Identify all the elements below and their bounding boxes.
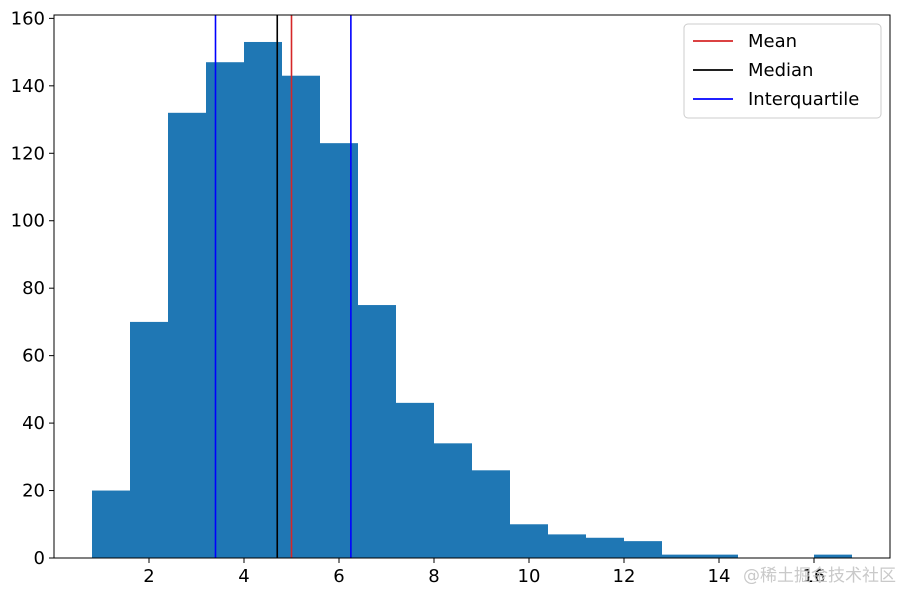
histogram-bar-15 <box>662 554 700 558</box>
histogram-bar-11 <box>510 524 548 558</box>
histogram-bar-14 <box>624 541 662 558</box>
y-tick-label: 80 <box>22 278 45 299</box>
y-tick-label: 140 <box>11 76 45 97</box>
histogram-bar-7 <box>358 305 396 558</box>
x-tick-label: 2 <box>143 566 154 587</box>
legend: Mean Median Interquartile <box>683 23 882 119</box>
x-tick-label: 14 <box>708 566 731 587</box>
legend-label-median: Median <box>748 60 813 81</box>
legend-box <box>683 23 882 119</box>
y-tick-label: 100 <box>11 211 45 232</box>
histogram-bar-6 <box>320 143 358 558</box>
histogram-bar-16 <box>700 554 738 558</box>
histogram-bar-8 <box>396 402 434 558</box>
x-tick-label: 6 <box>333 566 344 587</box>
histogram-bar-4 <box>244 41 282 558</box>
legend-label-mean: Mean <box>748 31 797 52</box>
x-tick-label: 4 <box>238 566 249 587</box>
histogram-bar-13 <box>586 537 624 558</box>
y-tick-label: 120 <box>11 143 45 164</box>
histogram-bar-2 <box>168 112 206 558</box>
y-tick-label: 0 <box>34 548 45 569</box>
x-tick-label: 12 <box>613 566 636 587</box>
histogram-bar-0 <box>92 490 130 558</box>
y-tick-label: 40 <box>22 413 45 434</box>
x-tick-label: 8 <box>428 566 439 587</box>
y-axis-ticks: 0 20 40 60 80 100 120 140 160 <box>11 8 54 569</box>
histogram-bar-5 <box>282 75 320 559</box>
histogram-bar-12 <box>548 534 586 558</box>
histogram-bar-3 <box>206 62 244 558</box>
histogram-bars <box>92 41 852 559</box>
histogram-bar-19 <box>814 554 852 558</box>
histogram-bar-1 <box>130 321 168 558</box>
reference-lines <box>214 15 352 558</box>
y-tick-label: 20 <box>22 481 45 502</box>
legend-label-interquartile: Interquartile <box>748 89 859 110</box>
y-tick-label: 160 <box>11 8 45 29</box>
x-axis-ticks: 2 4 6 8 10 12 14 16 <box>143 558 825 587</box>
x-tick-label: 16 <box>803 566 826 587</box>
plot-frame <box>53 14 891 559</box>
histogram-bar-10 <box>472 470 510 558</box>
watermark: @稀土掘金技术社区 <box>743 566 896 586</box>
x-tick-label: 10 <box>518 566 541 587</box>
y-tick-label: 60 <box>22 346 45 367</box>
histogram-bar-9 <box>434 443 472 558</box>
